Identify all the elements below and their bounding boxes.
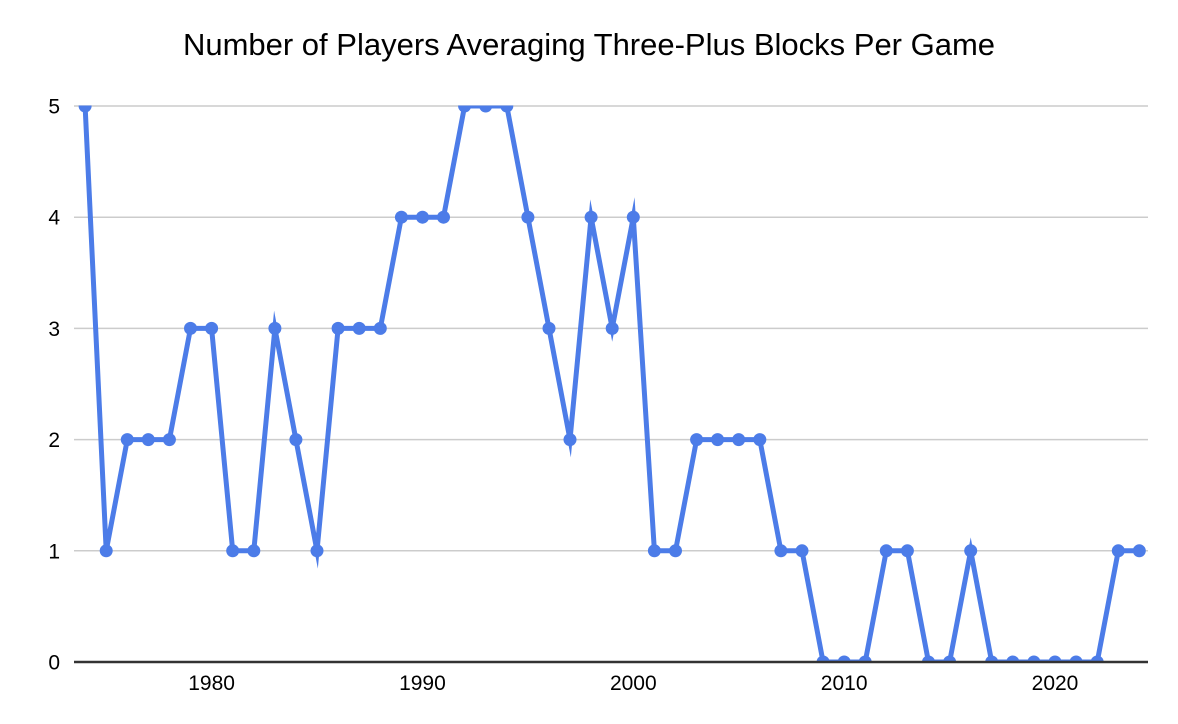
x-axis-tick-label: 2000 (610, 672, 657, 695)
data-point (331, 321, 345, 335)
data-point (1111, 544, 1125, 558)
y-axis-tick-label: 5 (48, 96, 60, 119)
data-point (500, 105, 514, 113)
data-point (605, 321, 619, 335)
data-point (753, 433, 767, 447)
data-point (964, 544, 978, 558)
x-axis-tick-label: 2020 (1032, 672, 1079, 695)
data-point (732, 433, 746, 447)
data-point (795, 544, 809, 558)
data-point (1132, 544, 1146, 558)
data-point (268, 321, 282, 335)
data-point (1069, 655, 1083, 662)
data-point (669, 544, 682, 558)
data-point (858, 655, 872, 662)
data-point (373, 321, 387, 335)
data-point (1048, 655, 1062, 662)
data-point (690, 433, 704, 447)
data-point (162, 433, 176, 447)
data-point (563, 433, 577, 447)
y-axis-tick-label: 0 (48, 652, 60, 675)
data-point (521, 210, 535, 224)
data-point (542, 321, 556, 335)
data-point (289, 433, 303, 447)
data-point (879, 544, 893, 558)
data-point (394, 210, 408, 224)
data-series (78, 105, 1146, 662)
data-point (78, 105, 92, 113)
data-point (711, 433, 725, 447)
y-axis-tick-label: 3 (48, 318, 60, 341)
data-point (774, 544, 788, 558)
data-point (479, 105, 493, 113)
data-point (943, 655, 957, 662)
data-point (416, 210, 429, 224)
x-axis-tick-label: 1990 (399, 672, 446, 695)
data-point (647, 544, 661, 558)
data-point (120, 433, 134, 447)
y-axis-tick-label: 4 (48, 207, 60, 230)
y-axis-tick-label: 2 (48, 429, 60, 452)
data-point (352, 321, 366, 335)
data-point (1027, 655, 1041, 662)
data-point (985, 655, 999, 662)
series-line (82, 105, 1142, 662)
data-point (205, 321, 219, 335)
chart-title: Number of Players Averaging Three-Plus B… (182, 27, 996, 62)
data-point (184, 321, 197, 335)
y-axis-tick-label: 1 (48, 540, 60, 563)
x-axis-tick-label: 2010 (821, 672, 868, 695)
data-point (584, 210, 598, 224)
data-point (1006, 655, 1020, 662)
data-point (141, 433, 155, 447)
x-axis-tick-label: 1980 (188, 672, 235, 695)
data-point (922, 655, 935, 662)
data-point (437, 210, 450, 224)
data-point (900, 544, 914, 558)
data-point (837, 655, 851, 662)
data-point (458, 105, 472, 113)
data-point (1090, 655, 1104, 662)
data-point (99, 544, 113, 558)
data-point (247, 544, 261, 558)
data-point (310, 544, 324, 558)
data-point (626, 210, 640, 224)
data-point (816, 655, 830, 662)
data-point (226, 544, 240, 558)
